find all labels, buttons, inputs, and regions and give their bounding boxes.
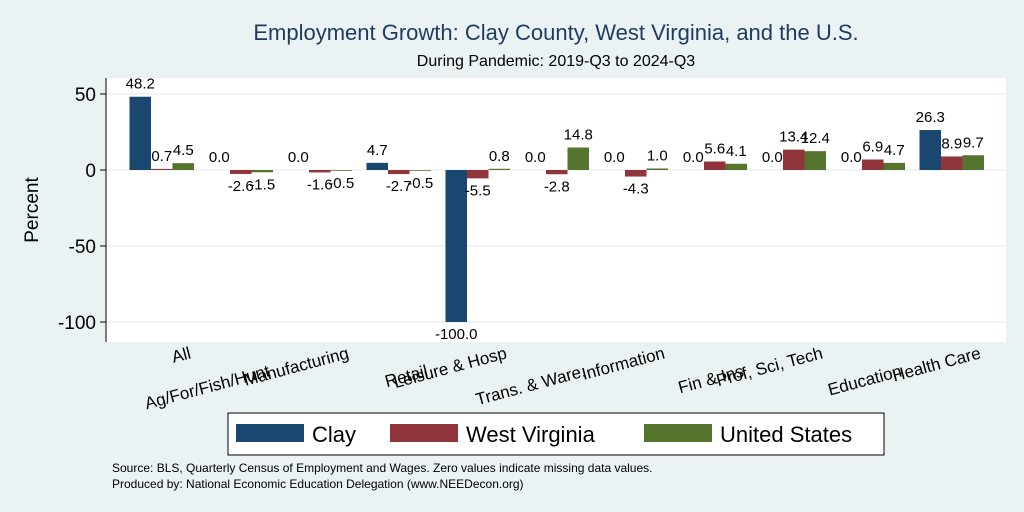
- data-label-leisure-hosp-west-virginia: -5.5: [465, 182, 491, 199]
- data-label-education-west-virginia: 6.9: [862, 139, 883, 156]
- x-tick-label-information: Information: [580, 344, 667, 384]
- data-label-prof-sci-tech-clay: 0.0: [762, 149, 783, 166]
- produced-by-note: Produced by: National Economic Education…: [112, 477, 524, 491]
- data-labels: 48.20.7 4.5 0.0-2.6-1.50.0-1.6-0.54.7-2.7-…: [126, 76, 984, 343]
- source-note: Source: BLS, Quarterly Census of Employm…: [112, 461, 652, 475]
- bar-manufacturing-west-virginia: [309, 170, 331, 173]
- data-label-ag-for-fish-hunt-united-states: -1.5: [249, 176, 275, 193]
- bar-retail-west-virginia: [388, 170, 410, 175]
- data-label-education-clay: 0.0: [841, 149, 862, 166]
- data-label-fin-ins-united-states: 4.1: [726, 143, 747, 160]
- bar-leisure-hosp-clay: [445, 170, 467, 322]
- plot-area: [106, 78, 1006, 342]
- data-label-information-west-virginia: -4.3: [623, 181, 649, 198]
- data-label-retail-west-virginia: -2.7: [386, 178, 412, 195]
- bar-health-care-united-states: [962, 155, 984, 170]
- legend-swatch-west-virginia: [390, 424, 458, 442]
- bar-prof-sci-tech-west-virginia: [783, 149, 805, 170]
- data-label-health-care-united-states: 9.7: [963, 134, 984, 151]
- chart-subtitle: During Pandemic: 2019-Q3 to 2024-Q3: [417, 53, 695, 70]
- data-label-education-united-states: 4.7: [884, 142, 905, 159]
- data-label-information-united-states: 1.0: [647, 147, 668, 164]
- bar-all-clay: [129, 96, 151, 170]
- bar-leisure-hosp-united-states: [488, 168, 510, 170]
- x-tick-label-prof-sci-tech: Prof, Sci, Tech: [714, 344, 824, 391]
- y-axis-ticks: 50 0 -50 -100: [58, 85, 106, 334]
- data-label-all-west-virginia: 0.7: [151, 148, 172, 165]
- bar-information-west-virginia: [625, 170, 647, 177]
- data-label-health-care-west-virginia: 8.9: [941, 135, 962, 152]
- bar-education-west-virginia: [862, 159, 884, 170]
- chart-title: Employment Growth: Clay County, West Vir…: [253, 20, 858, 45]
- x-tick-label-health-care: Health Care: [890, 344, 983, 386]
- data-label-trans-ware-united-states: 14.8: [564, 127, 593, 144]
- data-label-fin-ins-west-virginia: 5.6: [704, 140, 725, 157]
- bars: [129, 96, 984, 322]
- data-label-retail-united-states: -0.5: [407, 175, 433, 192]
- bar-retail-united-states: [409, 170, 431, 171]
- data-label-health-care-clay: 26.3: [916, 109, 945, 126]
- y-tick-label: 50: [75, 85, 96, 106]
- bar-retail-clay: [366, 162, 388, 170]
- legend-box: [227, 412, 885, 456]
- x-tick-label-trans-ware: Trans. & Ware.: [474, 362, 588, 410]
- legend-swatch-clay: [236, 424, 304, 442]
- legend: Clay West Virginia United States: [227, 412, 885, 456]
- legend-label-clay: Clay: [312, 422, 356, 447]
- data-label-leisure-hosp-united-states: 0.8: [489, 148, 510, 165]
- bar-ag-for-fish-hunt-united-states: [251, 170, 273, 173]
- bar-health-care-clay: [919, 130, 941, 170]
- data-label-ag-for-fish-hunt-clay: 0.0: [209, 149, 230, 166]
- bar-health-care-west-virginia: [941, 156, 963, 170]
- legend-label-west-virginia: West Virginia: [466, 422, 596, 447]
- y-tick-label: -50: [69, 237, 96, 258]
- y-tick-label: 0: [85, 161, 96, 182]
- bar-prof-sci-tech-united-states: [804, 151, 826, 170]
- data-label-manufacturing-united-states: -0.5: [328, 175, 354, 192]
- x-tick-label-all: All: [170, 344, 193, 367]
- data-label-trans-ware-west-virginia: -2.8: [544, 178, 570, 195]
- bar-fin-ins-west-virginia: [704, 161, 726, 170]
- x-tick-label-manufacturing: Manufacturing: [242, 344, 351, 390]
- bar-leisure-hosp-west-virginia: [467, 170, 489, 179]
- legend-label-united-states: United States: [720, 422, 852, 447]
- data-label-prof-sci-tech-west-virginia: 13.4: [779, 129, 808, 146]
- data-label-all-united-states: 4.5: [173, 142, 194, 159]
- bar-manufacturing-united-states: [330, 170, 352, 171]
- data-label-leisure-hosp-clay: -100.0: [435, 326, 478, 343]
- bar-trans-ware-west-virginia: [546, 170, 568, 175]
- data-label-fin-ins-clay: 0.0: [683, 149, 704, 166]
- data-label-trans-ware-clay: 0.0: [525, 149, 546, 166]
- data-label-manufacturing-clay: 0.0: [288, 149, 309, 166]
- data-label-manufacturing-west-virginia: -1.6: [307, 176, 333, 193]
- data-label-information-clay: 0.0: [604, 149, 625, 166]
- bar-trans-ware-united-states: [567, 147, 589, 170]
- bar-fin-ins-united-states: [725, 163, 747, 170]
- y-axis-label: Percent: [22, 177, 43, 243]
- data-label-prof-sci-tech-united-states: 12.4: [801, 130, 830, 147]
- bar-information-united-states: [646, 168, 668, 170]
- bar-education-united-states: [883, 162, 905, 170]
- y-tick-label: -100: [58, 313, 96, 334]
- data-label-retail-clay: 4.7: [367, 142, 388, 159]
- legend-swatch-united-states: [644, 424, 712, 442]
- data-label-all-clay: 48.2: [126, 76, 155, 93]
- data-label-ag-for-fish-hunt-west-virginia: -2.6: [228, 178, 254, 195]
- bar-all-united-states: [172, 163, 194, 170]
- bar-all-west-virginia: [151, 168, 173, 170]
- bar-ag-for-fish-hunt-west-virginia: [230, 170, 252, 174]
